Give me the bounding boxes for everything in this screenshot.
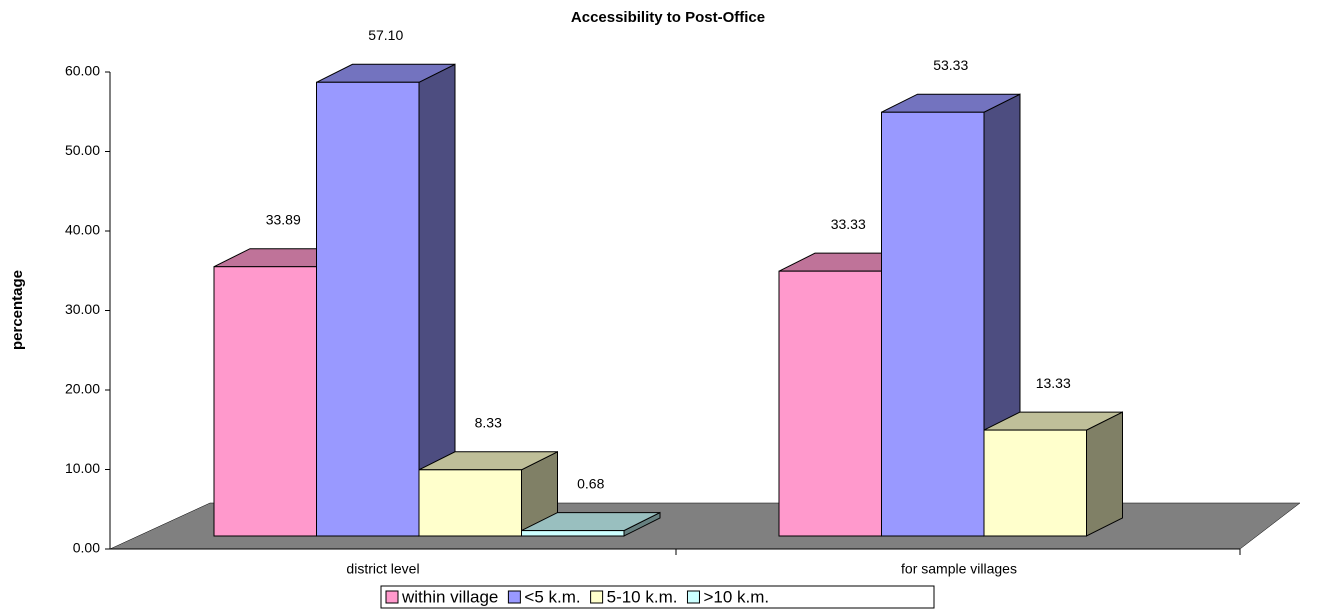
value-label: 57.10 bbox=[368, 27, 403, 43]
legend-label: within village bbox=[401, 587, 498, 606]
y-tick-label: 60.00 bbox=[65, 63, 100, 79]
y-tick-label: 20.00 bbox=[65, 381, 100, 397]
bar bbox=[881, 111, 985, 537]
bar bbox=[316, 81, 420, 537]
value-label: 8.33 bbox=[475, 415, 502, 431]
bar bbox=[521, 530, 625, 537]
value-label: 13.33 bbox=[1036, 375, 1071, 391]
value-label: 0.68 bbox=[577, 475, 604, 491]
bar bbox=[778, 270, 882, 537]
x-tick-label: district level bbox=[346, 561, 419, 577]
y-axis-label: percentage bbox=[9, 270, 26, 350]
bar-side bbox=[1086, 411, 1123, 537]
legend-label: 5-10 k.m. bbox=[607, 587, 678, 606]
bar bbox=[418, 469, 522, 537]
legend-swatch bbox=[385, 590, 399, 604]
value-label: 33.89 bbox=[266, 211, 301, 227]
y-tick-label: 30.00 bbox=[65, 301, 100, 317]
y-tick-label: 50.00 bbox=[65, 142, 100, 158]
chart-title: Accessibility to Post-Office bbox=[571, 9, 765, 26]
legend-swatch bbox=[590, 590, 604, 604]
legend-label: <5 k.m. bbox=[524, 587, 580, 606]
legend-swatch bbox=[686, 590, 700, 604]
bar bbox=[983, 429, 1087, 537]
y-tick-label: 40.00 bbox=[65, 222, 100, 238]
y-tick-label: 10.00 bbox=[65, 460, 100, 476]
y-tick-label: 0.00 bbox=[73, 540, 100, 556]
value-label: 53.33 bbox=[933, 57, 968, 73]
legend-swatch bbox=[507, 590, 521, 604]
value-label: 33.33 bbox=[831, 216, 866, 232]
bar bbox=[213, 266, 317, 537]
legend-label: >10 k.m. bbox=[703, 587, 769, 606]
x-tick-label: for sample villages bbox=[901, 561, 1017, 577]
